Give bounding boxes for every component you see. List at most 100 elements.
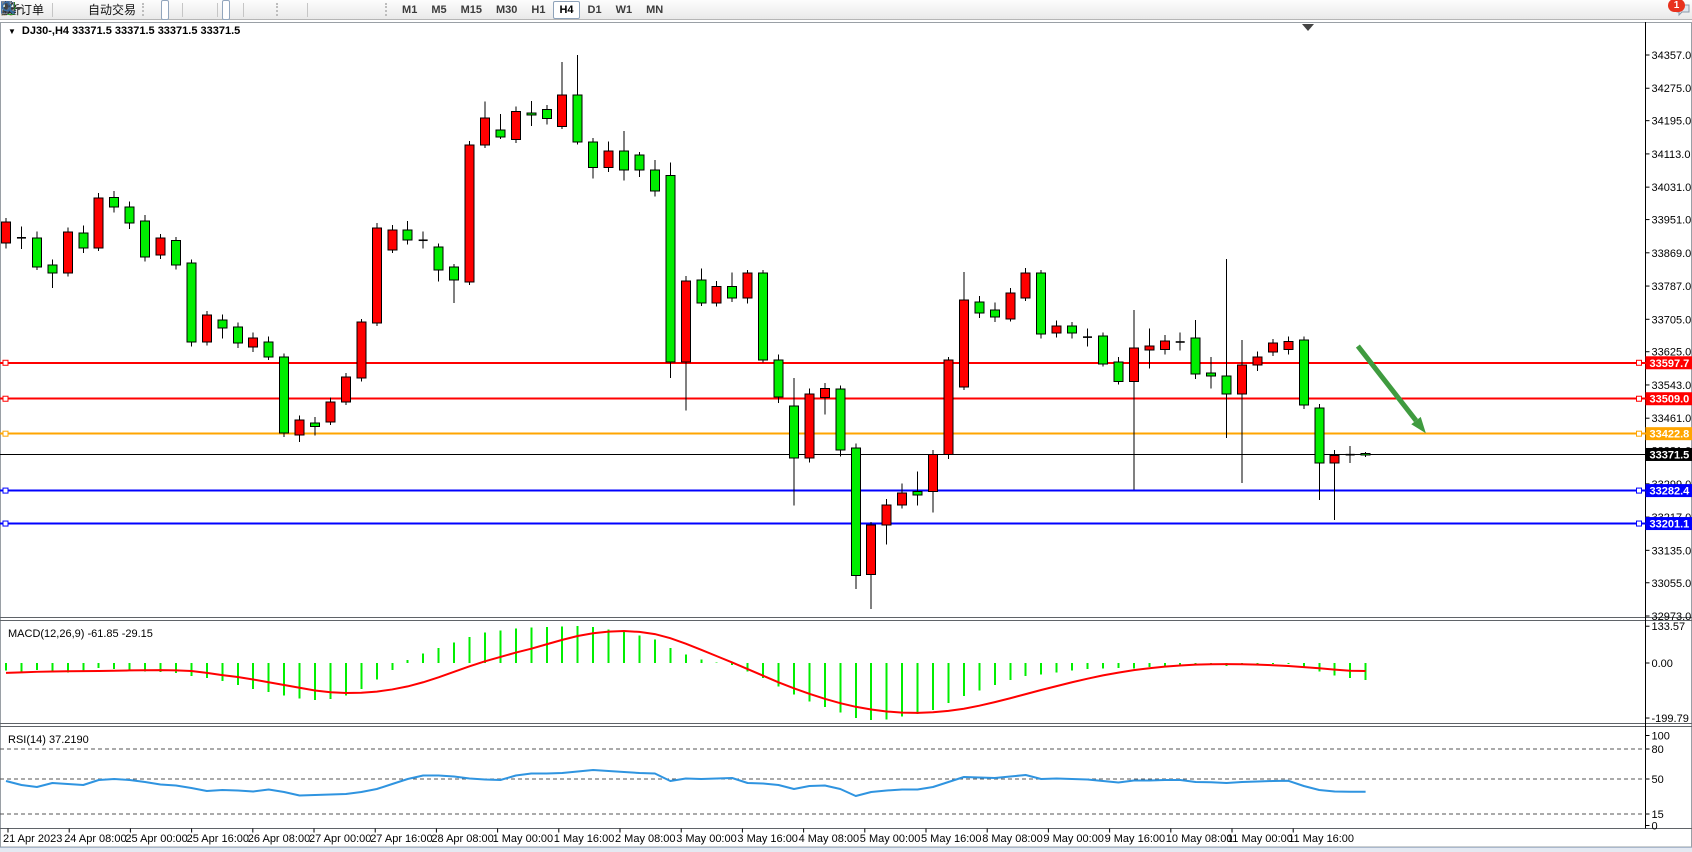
candle-body <box>634 154 645 171</box>
time-tick-label: 1 May 16:00 <box>554 833 615 845</box>
toolbar-grip <box>276 3 282 16</box>
timeframe-button-h1[interactable]: H1 <box>531 3 546 16</box>
candle-body <box>742 272 753 299</box>
price-tick-label: 33625.0 <box>1652 347 1692 359</box>
line-handle[interactable] <box>2 520 9 527</box>
candle-body <box>819 388 830 399</box>
line-handle[interactable] <box>2 359 9 366</box>
editor-button[interactable] <box>1 0 65 20</box>
candle-body <box>619 150 629 171</box>
price-tag <box>1645 517 1692 531</box>
candle-body <box>170 240 181 266</box>
trendline-tool-button[interactable] <box>2 0 338 20</box>
candle-body <box>943 359 954 456</box>
line-handle[interactable] <box>2 430 9 437</box>
time-tick-label: 1 May 00:00 <box>493 833 554 845</box>
timeframe-button-mn[interactable]: MN <box>646 3 664 16</box>
candle-body <box>989 309 1000 318</box>
candle-body <box>974 301 985 314</box>
crosshair-tool-button[interactable] <box>2 0 303 20</box>
line-handle[interactable] <box>1636 487 1642 494</box>
search-button[interactable] <box>1 0 1673 20</box>
line-handle[interactable] <box>2 395 9 402</box>
notifications-button[interactable]: 1 <box>1668 0 1690 20</box>
candle-body <box>1360 452 1371 456</box>
timeframe-button-m30[interactable]: M30 <box>496 3 518 16</box>
timeframe-button-m15[interactable]: M15 <box>460 3 482 16</box>
chart-window: ▼ DJ30-,H4 33371.5 33371.5 33371.5 33371… <box>0 20 1692 852</box>
price-tick-label: 33055.0 <box>1652 578 1692 590</box>
candle-body <box>402 229 413 241</box>
timeframe-button-w1[interactable]: W1 <box>615 3 633 16</box>
timeframe-button-m5[interactable]: M5 <box>431 3 447 16</box>
text-tool-button[interactable]: A <box>3 0 365 20</box>
line-handle[interactable] <box>1636 520 1642 527</box>
bar-chart-mode-button[interactable] <box>2 0 160 20</box>
candle-body <box>588 141 599 168</box>
time-tick-label: 5 May 16:00 <box>921 833 982 845</box>
rsi-tick-label: 100 <box>1652 731 1670 743</box>
arrow-annotation[interactable] <box>1355 344 1418 423</box>
candle-body <box>526 112 537 116</box>
tile-windows-button[interactable] <box>1 0 213 20</box>
timeframe-button-h4[interactable]: H4 <box>553 0 580 19</box>
line-handle[interactable] <box>1636 395 1642 402</box>
line-handle[interactable] <box>2 487 9 494</box>
arrows-tool-button[interactable] <box>4 0 383 20</box>
timeframe-button-d1[interactable]: D1 <box>587 3 602 16</box>
candle-body <box>1221 375 1232 395</box>
hline-tool-button[interactable] <box>2 0 329 20</box>
candle-body <box>479 117 490 146</box>
candle-body <box>1005 292 1016 320</box>
macd-tick-label: 0.00 <box>1652 658 1673 670</box>
fibonacci-tool-button[interactable]: F <box>2 0 356 20</box>
signals-button[interactable] <box>1 0 83 20</box>
candle-body <box>1252 356 1263 366</box>
price-tick-label: 33705.0 <box>1652 314 1692 326</box>
label-tool-button[interactable]: T <box>2 0 374 20</box>
time-tick-label: 3 May 16:00 <box>737 833 798 845</box>
candlestick-mode-button[interactable] <box>2 0 170 20</box>
candle-body <box>696 279 707 304</box>
candle-body <box>1329 454 1340 464</box>
zoom-out-button[interactable] <box>2 0 204 20</box>
autotrading-button[interactable]: 自动交易 <box>2 0 140 20</box>
candle-body <box>1051 325 1062 334</box>
candle-body <box>850 447 861 576</box>
candle-body <box>449 266 460 281</box>
candle-body <box>1298 339 1309 406</box>
timeframe-button-m1[interactable]: M1 <box>402 3 418 16</box>
arrow-annotation-head[interactable] <box>1411 416 1426 434</box>
line-handle[interactable] <box>1636 359 1642 366</box>
candle-body <box>866 524 877 576</box>
rsi-tick-label: 50 <box>1652 774 1664 786</box>
candle-body <box>572 94 583 143</box>
candle-body <box>140 220 151 258</box>
price-tag-label: 33597.7 <box>1650 358 1690 370</box>
zoom-in-button[interactable] <box>2 0 195 20</box>
cursor-tool-button[interactable] <box>5 0 294 20</box>
indicators-button[interactable] <box>1 0 274 20</box>
toolbar-separator <box>52 2 54 17</box>
candle-body <box>201 314 212 343</box>
one-click-trading-toggle-icon[interactable]: ▼ <box>8 26 16 36</box>
price-tick-label: 33951.0 <box>1652 215 1692 227</box>
templates-button[interactable] <box>1 0 256 20</box>
periods-button[interactable] <box>1 0 265 20</box>
chart-shift-button[interactable] <box>2 0 239 20</box>
candle-body <box>557 94 568 128</box>
autoscroll-button[interactable] <box>2 0 231 20</box>
vline-tool-button[interactable] <box>5 0 320 20</box>
line-chart-mode-button[interactable] <box>1 0 178 20</box>
channel-tool-button[interactable]: E <box>1 0 347 20</box>
line-handle[interactable] <box>1636 430 1642 437</box>
rsi-line <box>5 769 1366 797</box>
candle-body <box>325 401 336 423</box>
chart-canvas[interactable]: 34357.0 34275.0 34195.0 34113.0 34031.0 33951… <box>0 20 1692 852</box>
window-bottom-edge <box>0 847 1692 852</box>
time-tick-label: 3 May 00:00 <box>676 833 737 845</box>
time-tick-label: 9 May 00:00 <box>1043 833 1104 845</box>
candle-body <box>928 454 938 493</box>
terminal-button[interactable] <box>1 0 74 20</box>
price-tick-label: 34031.0 <box>1652 182 1692 194</box>
